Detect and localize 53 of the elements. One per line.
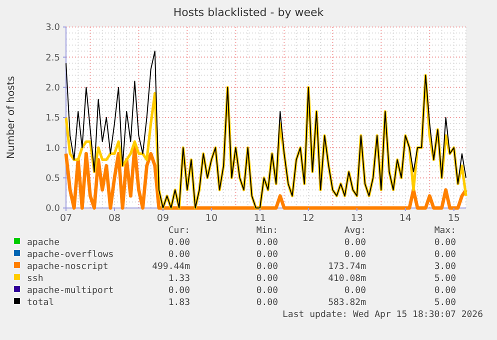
text: Cur: (168, 226, 190, 236)
x-tick-label: 09 (156, 213, 170, 224)
y-axis-title: Number of hosts (6, 76, 17, 159)
legend-label: ssh (27, 274, 44, 284)
text: 0.00 (434, 250, 456, 260)
text: 3.00 (434, 262, 456, 272)
y-tick-label: 1.5 (46, 114, 60, 124)
text: 0.00 (256, 250, 278, 260)
text: 0.00 (168, 250, 190, 260)
y-tick-label: 3.0 (46, 23, 60, 34)
legend-label: apache-overflows (27, 250, 114, 260)
x-tick-label: 14 (399, 213, 412, 224)
x-tick-label: 12 (302, 213, 314, 224)
chart-title: Hosts blacklisted - by week (173, 6, 324, 19)
y-tick-label: 2.0 (46, 83, 60, 94)
text: 0.00 (256, 238, 278, 248)
text: 1.33 (168, 274, 190, 284)
text: 0.00 (434, 238, 456, 248)
text: 0.00 (434, 286, 456, 296)
text: 0.00 (256, 262, 278, 272)
text: 410.08m (328, 274, 366, 284)
legend-label: apache-noscript (27, 262, 108, 272)
text: 583.82m (328, 298, 366, 308)
legend-label: apache-multiport (27, 286, 114, 296)
y-tick-label: 0.5 (46, 174, 60, 184)
text: Last update: Wed Apr 15 18:30:07 2026 (282, 310, 483, 320)
text: 499.44m (152, 262, 190, 272)
x-tick-label: 10 (205, 213, 218, 224)
text: 0.00 (168, 286, 190, 296)
text: 0.00 (344, 238, 366, 248)
text: 5.00 (434, 274, 456, 284)
text: Min: (256, 226, 278, 236)
text: 173.74m (328, 262, 366, 272)
text: 0.00 (344, 250, 366, 260)
text: 0.00 (256, 298, 278, 308)
text: 0.00 (168, 238, 190, 248)
text: Avg: (344, 226, 366, 236)
y-tick-label: 0.0 (46, 204, 60, 214)
x-tick-label: 07 (60, 213, 72, 224)
text: 1.83 (168, 298, 190, 308)
text: 5.00 (434, 298, 456, 308)
text: 0.00 (256, 286, 278, 296)
legend-label: total (27, 298, 54, 308)
text: 0.00 (256, 274, 278, 284)
y-tick-label: 2.5 (46, 53, 60, 64)
x-tick-label: 15 (448, 213, 460, 224)
x-tick-label: 08 (108, 213, 121, 224)
x-tick-label: 13 (350, 213, 363, 224)
text: 0.00 (344, 286, 366, 296)
text: Max: (434, 226, 456, 236)
x-tick-label: 11 (254, 213, 266, 224)
y-tick-label: 1.0 (46, 144, 60, 154)
legend-label: apache (27, 238, 60, 248)
